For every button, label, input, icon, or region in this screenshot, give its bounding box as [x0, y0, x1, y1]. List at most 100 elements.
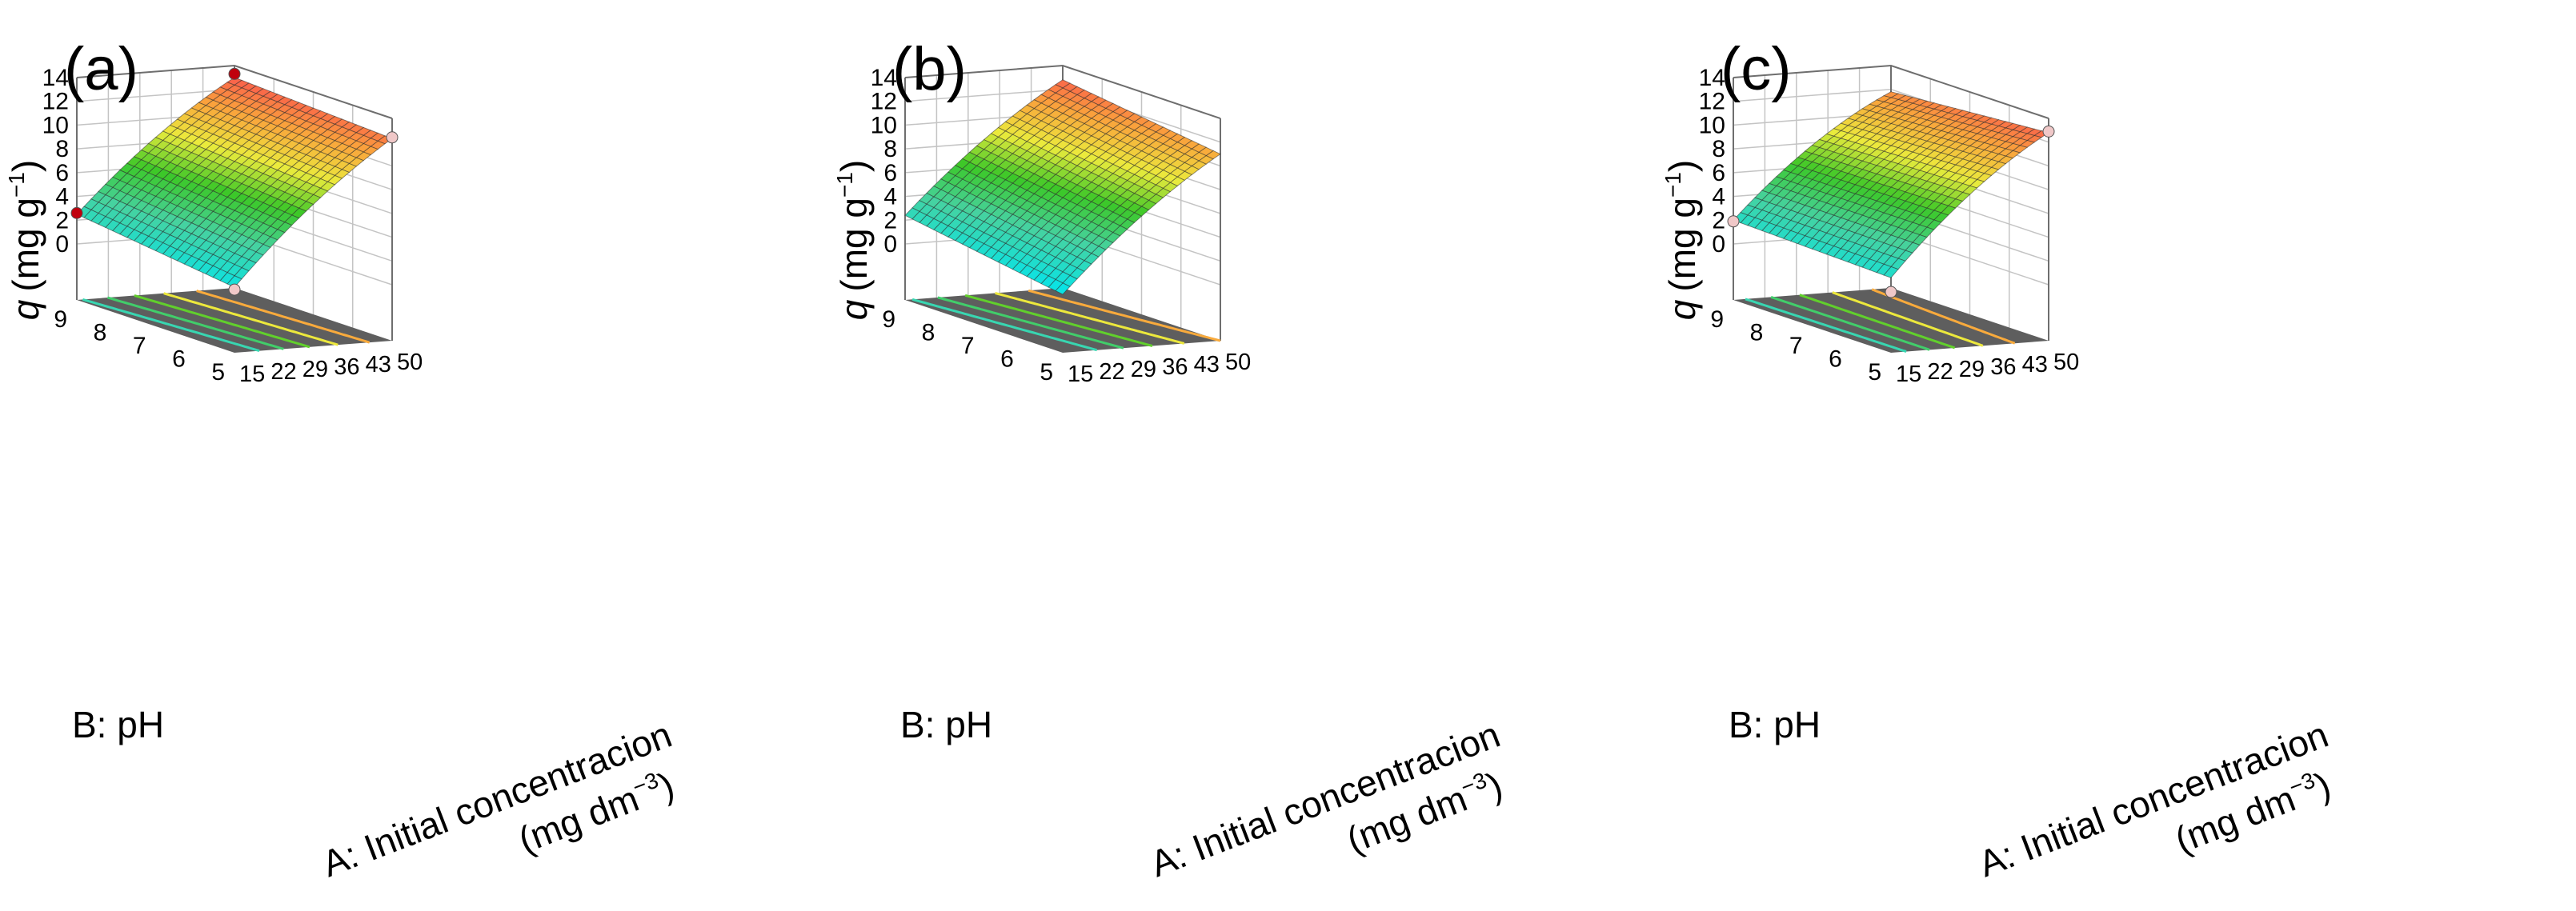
contour-line [1871, 288, 2016, 345]
contour-line [1745, 298, 1907, 353]
z-tick-label: 8 [55, 136, 69, 162]
x-tick-label: 22 [270, 359, 296, 385]
contour-line [134, 294, 310, 349]
x-tick-label: 50 [397, 350, 423, 375]
x-tick-label: 43 [1194, 352, 1220, 378]
panel-b-y-axis-label: B: pH [900, 704, 992, 745]
z-label-unit: (mg g [5, 198, 46, 292]
z-tick-label: 0 [55, 231, 69, 258]
contour-line [937, 296, 1124, 350]
z-label-close: ) [5, 160, 46, 172]
design-point [2042, 125, 2055, 138]
x-tick-label: 36 [334, 354, 359, 380]
y-tick-label: 7 [133, 333, 146, 359]
z-tick-label: 12 [1699, 89, 1725, 115]
z-tick-label: 4 [1712, 184, 1725, 210]
y-tick-label: 5 [1040, 359, 1053, 386]
z-axis-label-text: q (mg g−1) [832, 160, 875, 320]
x-tick-label: 43 [366, 352, 391, 378]
z-tick-label: 8 [1712, 136, 1725, 162]
panel-a-x-axis-label: A: Initial concentracion(mg dm−3) [316, 713, 679, 885]
z-label-close: ) [833, 160, 875, 172]
y-tick-label: 8 [94, 320, 107, 346]
panel-b-x-ticks: 15 22 29 36 43 50 [1068, 350, 1251, 387]
z-tick-label: 6 [883, 160, 897, 186]
x-tick-label: 29 [302, 357, 328, 382]
y-tick-label: 6 [1000, 346, 1014, 373]
z-tick-label: 2 [883, 207, 897, 234]
contour-line [1770, 295, 1930, 351]
design-point [228, 283, 241, 296]
x-tick-label: 15 [1068, 362, 1093, 387]
wall-edge [76, 64, 393, 119]
y-tick-label: 6 [1829, 346, 1842, 373]
z-tick-label: 0 [883, 231, 897, 258]
z-tick-label: 4 [55, 184, 69, 210]
wall-edge [1733, 64, 2049, 119]
y-tick-label: 7 [1789, 333, 1803, 359]
z-tick-label: 14 [871, 65, 897, 91]
wall-edge [904, 64, 1221, 119]
design-point [1885, 286, 1897, 298]
panel-c-x-ticks: 15 22 29 36 43 50 [1896, 350, 2079, 387]
panel-c-z-axis-label: q (mg g−1) [1661, 160, 1703, 320]
z-tick-label: 8 [883, 136, 897, 162]
x-tick-label: 50 [2053, 350, 2079, 375]
y-tick-label: 6 [172, 346, 186, 373]
z-tick-label: 12 [871, 89, 897, 115]
z-label-unit: (mg g [833, 198, 875, 292]
z-tick-label: 10 [42, 112, 69, 138]
x-tick-label: 22 [1927, 359, 1953, 385]
contour-line [82, 298, 260, 353]
panel-c-label: (c) [1721, 35, 1792, 103]
z-label-close: ) [1661, 160, 1703, 172]
design-point [1727, 215, 1740, 228]
x-tick-label: 50 [1225, 350, 1251, 375]
y-tick-label: 5 [1868, 359, 1881, 386]
panel-b-label: (b) [892, 35, 967, 103]
z-tick-label: 14 [42, 65, 69, 91]
y-tick-label: 9 [882, 306, 895, 333]
z-tick-label: 6 [1712, 160, 1725, 186]
design-point [386, 131, 399, 144]
x-tick-label: 15 [1896, 362, 1921, 387]
z-tick-label: 10 [1699, 112, 1725, 138]
z-label-unit: (mg g [1661, 198, 1703, 292]
panel-a-y-axis-label: B: pH [72, 704, 164, 745]
panel-a-contours [82, 290, 371, 353]
z-axis-label-text: q (mg g−1) [1661, 160, 1703, 320]
z-label-q: q [5, 299, 46, 320]
contour-line [1028, 289, 1221, 342]
x-tick-label: 36 [1990, 354, 2016, 380]
z-tick-label: 14 [1699, 65, 1725, 91]
y-tick-label: 9 [1710, 306, 1724, 333]
contour-line [196, 290, 371, 344]
z-tick-label: 2 [1712, 207, 1725, 234]
z-tick-label: 10 [871, 112, 897, 138]
y-tick-label: 9 [54, 306, 67, 333]
z-tick-label: 2 [55, 207, 69, 234]
panel-c-x-axis-label: A: Initial concentracion(mg dm−3) [1973, 713, 2336, 885]
design-point [228, 67, 241, 80]
panel-b-z-axis-label: q (mg g−1) [832, 160, 875, 320]
z-tick-label: 12 [42, 89, 69, 115]
design-point [70, 206, 83, 219]
z-label-exp: −1 [1661, 172, 1685, 198]
contour-line [911, 298, 1098, 352]
contour-line [107, 296, 284, 350]
y-tick-label: 7 [961, 333, 975, 359]
contour-line [1832, 291, 1984, 347]
panel-b-surface [904, 79, 1221, 295]
z-label-q: q [1661, 299, 1703, 320]
panel-c-contour-floor [1733, 288, 2049, 353]
